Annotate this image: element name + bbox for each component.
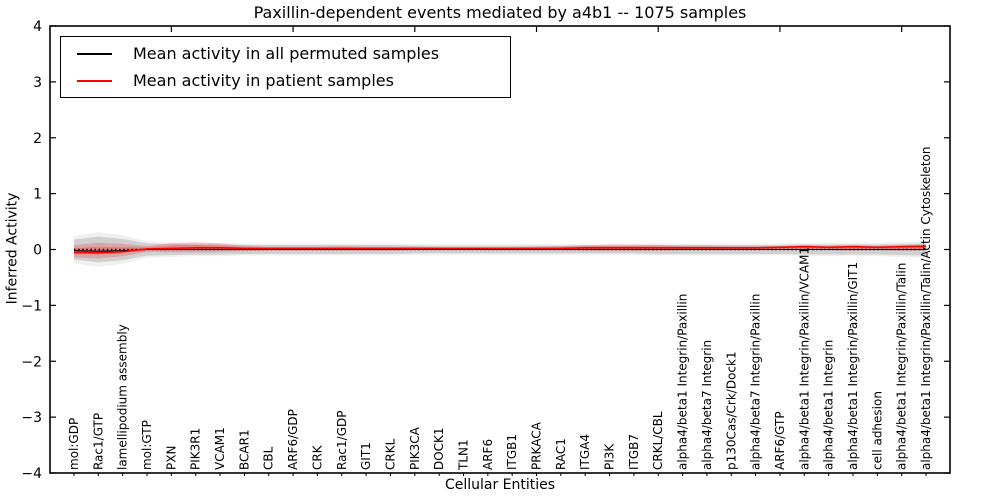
- x-category-label: CRKL: [383, 438, 397, 470]
- x-category-label: ITGB1: [505, 434, 519, 470]
- x-category-label: alpha4/beta1 Integrin: [822, 340, 836, 470]
- legend-item-permuted: Mean activity in all permuted samples: [61, 44, 510, 64]
- x-category-label: ITGB7: [627, 434, 641, 470]
- legend-label-permuted: Mean activity in all permuted samples: [133, 43, 440, 63]
- x-category-label: TLN1: [456, 439, 470, 471]
- y-tick-label: −4: [21, 466, 42, 482]
- x-category-label: ARF6/GDP: [286, 409, 300, 470]
- y-tick-label: −1: [21, 298, 42, 314]
- patient-band: [74, 242, 926, 259]
- x-category-label: CRK: [310, 444, 324, 470]
- x-category-label: alpha4/beta1 Integrin/Paxillin/GIT1: [846, 262, 860, 470]
- x-axis-label: Cellular Entities: [444, 477, 556, 493]
- chart-title: Paxillin-dependent events mediated by a4…: [253, 3, 747, 22]
- x-category-label: RAC1: [554, 438, 568, 470]
- x-category-label: alpha4/beta1 Integrin/Paxillin/Talin/Act…: [919, 147, 933, 470]
- x-category-label: ITGA4: [578, 434, 592, 470]
- legend: Mean activity in all permuted samples Me…: [60, 36, 511, 98]
- legend-label-patient: Mean activity in patient samples: [133, 70, 394, 90]
- y-tick-label: −3: [21, 410, 42, 426]
- patient-mean-line: [73, 245, 927, 254]
- x-category-label: PIK3R1: [189, 428, 203, 470]
- y-tick-label: −2: [21, 354, 42, 370]
- x-category-label: mol:GTP: [140, 420, 154, 470]
- x-category-label: BCAR1: [237, 429, 251, 470]
- permuted-mean-line: [73, 248, 926, 252]
- patient-line-sample: [77, 79, 112, 82]
- x-category-label: alpha4/beta1 Integrin/Paxillin/Talin: [895, 263, 909, 470]
- y-tick-label: 4: [33, 19, 42, 35]
- x-category-label: cell adhesion: [870, 391, 884, 470]
- x-category-label: DOCK1: [432, 427, 446, 470]
- x-category-label: ARF6: [481, 439, 495, 470]
- x-category-label: GIT1: [359, 442, 373, 470]
- x-category-label: alpha4/beta1 Integrin/Paxillin: [676, 294, 690, 470]
- y-tick-label: 0: [33, 243, 42, 259]
- x-category-label: mol:GDP: [67, 418, 81, 470]
- x-category-label: p130Cas/Crk/Dock1: [724, 351, 738, 470]
- x-category-label: PRKACA: [530, 421, 544, 470]
- y-tick-label: 3: [33, 75, 42, 91]
- x-category-label: alpha4/beta1 Integrin/Paxillin/VCAM1: [797, 247, 811, 470]
- x-category-label: alpha4/beta7 Integrin/Paxillin: [749, 294, 763, 470]
- x-category-label: CRKL/CBL: [651, 411, 665, 470]
- x-category-label: lamellipodium assembly: [116, 324, 130, 470]
- legend-item-patient: Mean activity in patient samples: [61, 71, 510, 91]
- x-category-label: VCAM1: [213, 427, 227, 470]
- x-category-label: PXN: [164, 446, 178, 470]
- x-category-label: alpha4/beta7 Integrin: [700, 340, 714, 470]
- x-category-label: PI3K: [603, 443, 617, 470]
- x-category-label: Rac1/GTP: [91, 413, 105, 470]
- permuted-line-sample: [77, 52, 112, 55]
- x-category-label: CBL: [262, 446, 276, 470]
- x-category-label: Rac1/GDP: [335, 411, 349, 470]
- x-category-label: PIK3CA: [408, 426, 422, 470]
- x-category-label: ARF6/GTP: [773, 411, 787, 470]
- y-tick-label: 2: [33, 131, 42, 147]
- y-tick-label: 1: [33, 187, 42, 203]
